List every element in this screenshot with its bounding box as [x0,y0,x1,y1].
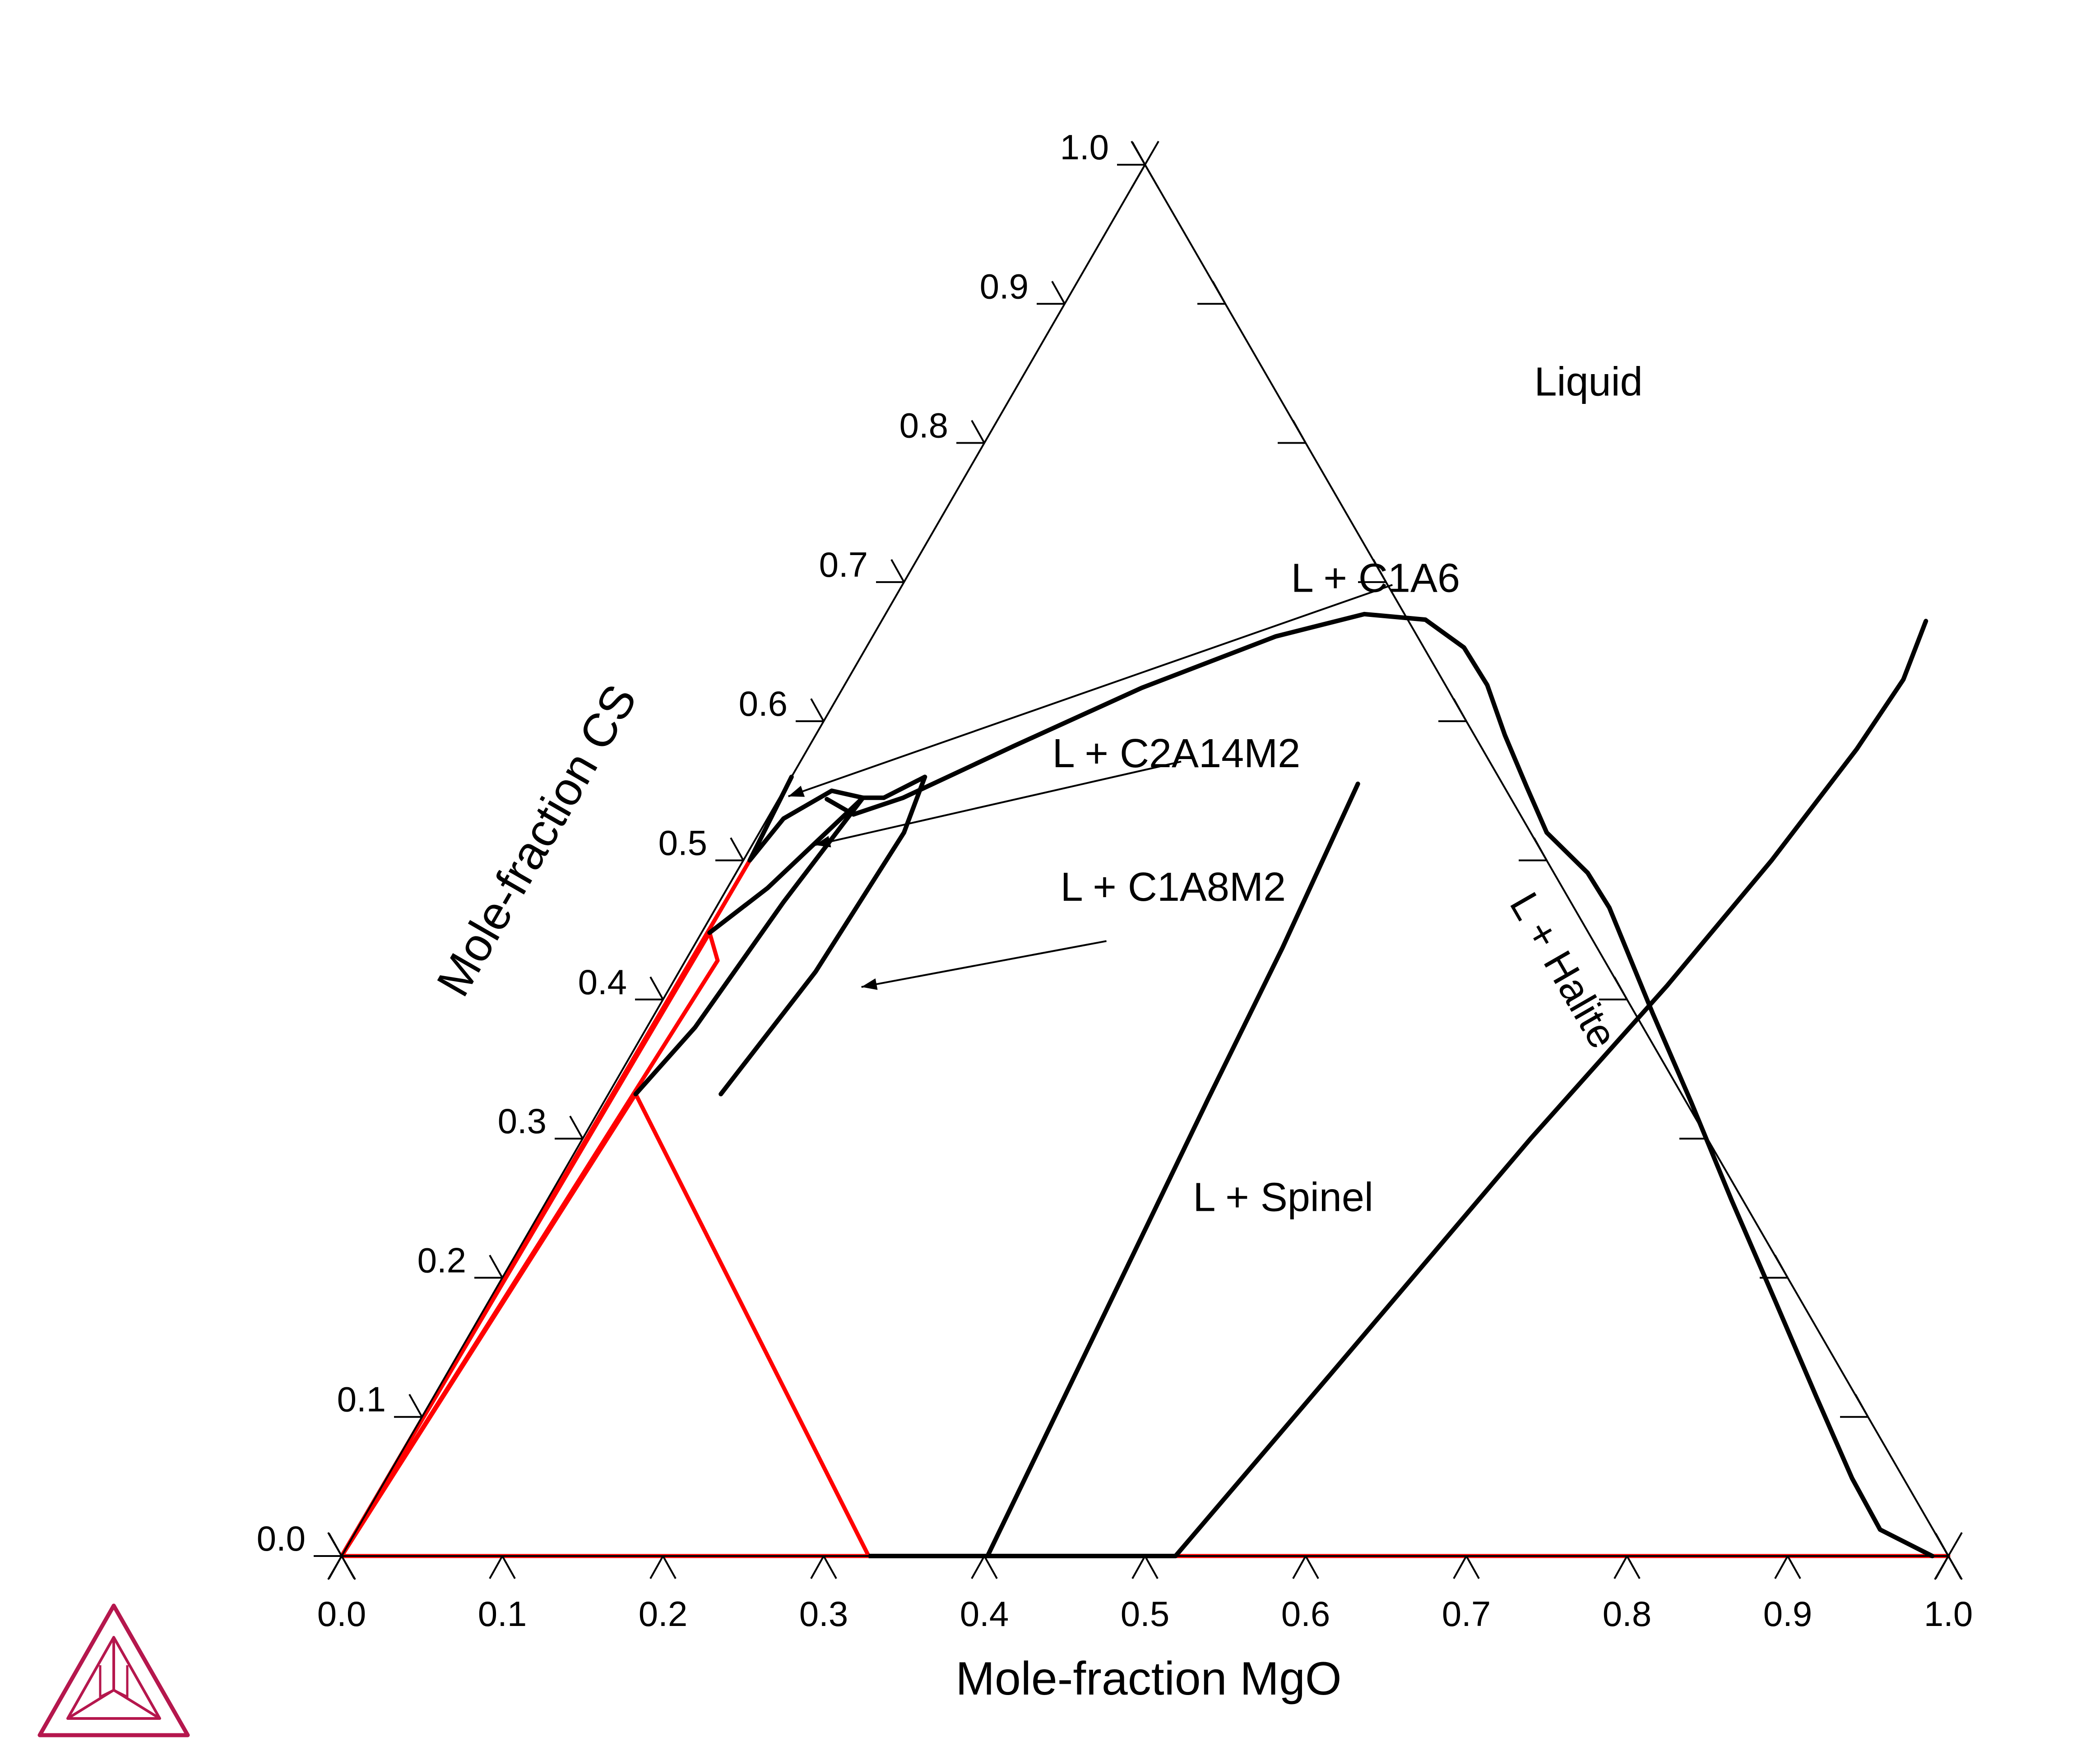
bottom-tick-label-6: 0.6 [1281,1594,1330,1634]
tie-line-5 [707,931,720,963]
left-tick-label-1: 0.1 [337,1380,386,1419]
right-tick-5-b [1533,837,1548,861]
bottom-tick-6-b [1305,1556,1319,1579]
bottom-tick-label-3: 0.3 [799,1594,848,1634]
left-tick-label-7: 0.7 [819,545,868,584]
left-tick-label-6: 0.6 [739,684,788,723]
bottom-tick-2-b [662,1556,677,1579]
bottom-tick-label-4: 0.4 [960,1594,1009,1634]
left-tick-label-8: 0.8 [899,406,948,445]
left-tick-label-9: 0.9 [980,266,1029,306]
bottom-tick-7-a [1453,1556,1467,1579]
left-tick-7-b [890,559,905,583]
bottom-tick-6-a [1292,1556,1307,1579]
annotation-arrowhead-0 [788,786,805,797]
annotation-arrow-line-2 [861,940,1107,988]
corner-mark-0-b [327,1532,356,1580]
left-tick-label-3: 0.3 [498,1101,547,1141]
axis-tick-labels: 0.0 0.1 0.2 0.3 0.4 0.5 0.6 0.7 0.8 0.9 1.0 0.0 0.1 0… [257,127,1973,1634]
annotation-arrowhead-1 [815,836,831,848]
bottom-tick-5-a [1131,1556,1146,1579]
annotation-arrowhead-2 [861,978,878,990]
right-tick-7-b [1372,559,1387,583]
region-label-2: L + C2A14M2 [1052,731,1301,776]
tie-line-3 [339,1092,638,1558]
bottom-tick-8-a [1613,1556,1628,1579]
left-tick-8-b [971,420,985,444]
left-tick-1-b [408,1394,423,1417]
bottom-tick-label-0: 0.0 [317,1594,366,1634]
left-tick-9-b [1051,281,1066,305]
bottom-tick-3-a [810,1556,825,1579]
bottom-tick-9-a [1774,1556,1789,1579]
right-tick-3-b [1694,1116,1708,1139]
bottom-tick-label-9: 0.9 [1763,1594,1812,1634]
bottom-tick-4-b [983,1556,998,1579]
left-tick-6-b [810,698,825,722]
right-tick-2-b [1774,1255,1789,1278]
bottom-tick-label-1: 0.1 [478,1594,527,1634]
left-tick-label-10: 1.0 [1060,127,1109,167]
corner-mark-1-b [1934,1532,1963,1580]
bottom-tick-label-7: 0.7 [1442,1594,1491,1634]
boundary-spinel-halite [1173,619,1928,1558]
x-axis-title: Mole-fraction MgO [955,1653,1341,1705]
left-tick-label-2: 0.2 [417,1240,466,1280]
bottom-tick-label-8: 0.8 [1603,1594,1651,1634]
bottom-tick-9-b [1787,1556,1801,1579]
bottom-tick-4-a [971,1556,985,1579]
bottom-tick-8-b [1626,1556,1641,1579]
bottom-tick-1-a [489,1556,503,1579]
region-label-3: L + C1A8M2 [1061,865,1286,910]
bottom-tick-7-b [1465,1556,1480,1579]
bottom-tick-5-b [1144,1556,1159,1579]
annotation-arrows [788,584,1393,990]
left-tick-label-4: 0.4 [578,962,627,1002]
right-tick-4-b [1613,976,1628,1000]
bottom-tick-label-2: 0.2 [639,1594,687,1634]
thermo-calc-logo-icon [37,1603,190,1737]
boundary-c2-left [707,795,866,935]
left-tick-label-0: 0.0 [257,1519,306,1558]
right-tick-9-b [1212,281,1226,305]
tie-line-4 [633,1092,871,1558]
boundary-c1a8m2-right [719,774,927,1097]
region-label-1: L + C1A6 [1291,556,1460,601]
left-tick-label-5: 0.5 [658,823,707,862]
phase-boundaries [633,611,1935,1558]
right-tick-1-b [1854,1394,1869,1417]
bottom-tick-3-b [823,1556,837,1579]
corner-mark-2-b [1131,140,1159,189]
left-tick-2-b [489,1255,503,1278]
region-label-4: L + Spinel [1193,1175,1373,1220]
region-label-0: Liquid [1534,360,1642,405]
tie-line-1 [339,931,712,1558]
annotation-arrow-line-0 [788,584,1393,797]
right-tick-8-b [1292,420,1307,444]
bottom-tick-label-5: 0.5 [1121,1594,1169,1634]
bottom-tick-1-b [501,1556,516,1579]
left-tick-3-b [569,1116,584,1139]
bottom-tick-label-10: 1.0 [1924,1594,1973,1634]
boundary-left-boundary-upper [747,774,886,863]
right-tick-6-b [1453,698,1467,722]
boundary-liquidus [825,611,1935,1558]
boundary-c1a8m2-left [633,795,866,1097]
annotation-arrow-line-1 [814,760,1182,846]
boundary-spinel-lower [985,781,1360,1558]
axis-ticks [314,140,1963,1580]
left-tick-4-b [649,976,664,1000]
bottom-tick-2-a [649,1556,664,1579]
left-tick-5-b [730,837,744,861]
